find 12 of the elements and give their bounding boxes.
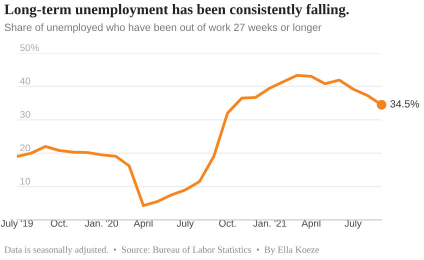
annotation: 34.5%	[390, 100, 420, 108]
y-tick-label: 20	[20, 144, 30, 152]
chart-subtitle: Share of unemployed who have been out of work 27 weeks or longer	[4, 23, 322, 34]
x-tick-label: July	[344, 220, 362, 229]
y-tick-label: 30	[20, 111, 30, 118]
chart-title: Long-term unemployment has been consistently falling.	[4, 4, 349, 18]
x-tick-label: Oct.	[219, 220, 236, 227]
y-tick-label: 50%	[20, 44, 39, 52]
text: Data is seasonally adjusted. • Source: Bureau of Labor Statistics • By Ella Koeze	[4, 246, 319, 255]
y-tick-label: 10	[20, 178, 30, 185]
y-tick-label: 40	[20, 78, 30, 84]
x-tick-label: April	[302, 220, 320, 229]
